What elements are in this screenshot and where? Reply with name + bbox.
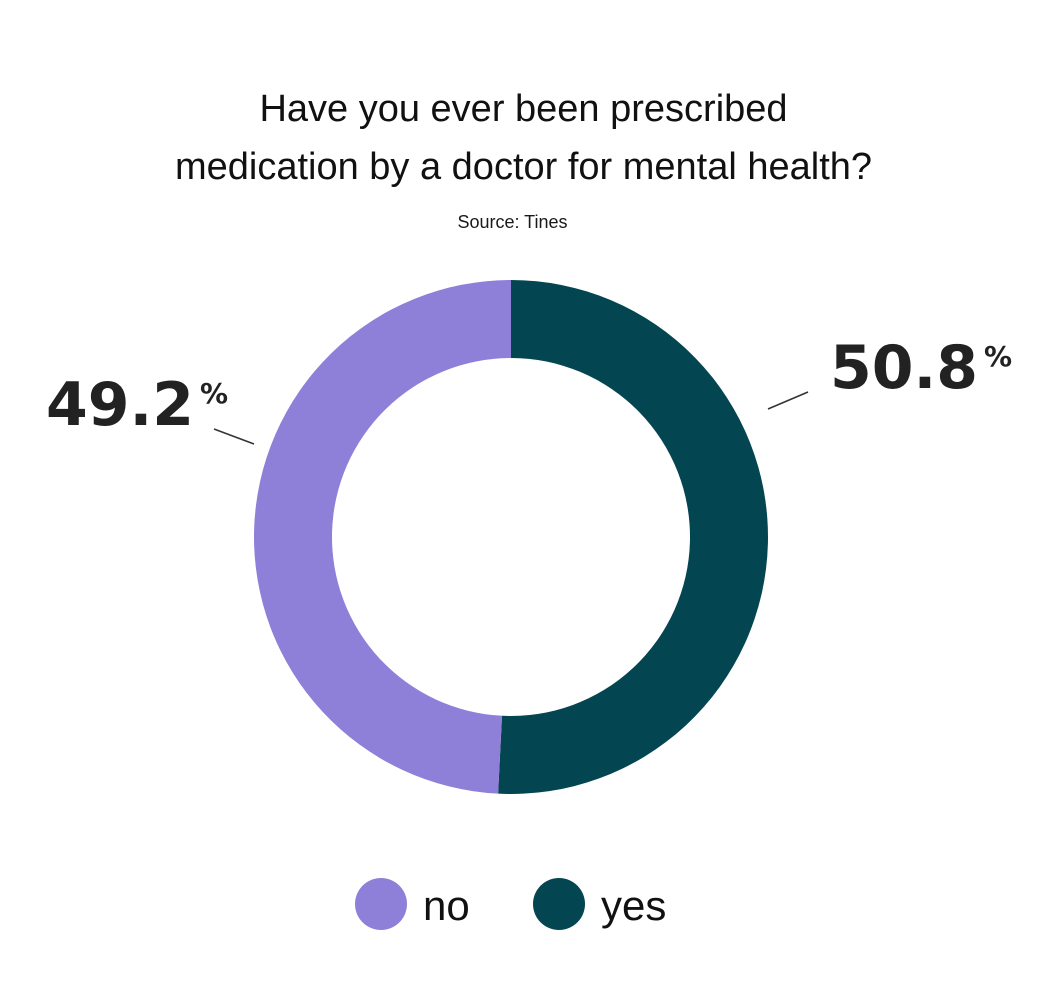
legend-label-yes: yes bbox=[601, 882, 667, 929]
unit-label-no: % bbox=[200, 377, 228, 410]
legend-swatch-no bbox=[355, 878, 407, 930]
chart-title-line-1: Have you ever been prescribed bbox=[259, 88, 788, 130]
value-label-yes: 50.8 bbox=[830, 333, 978, 403]
legend-swatch-yes bbox=[533, 878, 585, 930]
donut-chart: 50.8 %49.2% bbox=[46, 280, 1012, 795]
chart-source: Source: Tines bbox=[457, 212, 568, 232]
legend-item-yes: yes bbox=[533, 878, 666, 930]
value-label-no: 49.2 bbox=[46, 370, 194, 440]
legend-item-no: no bbox=[355, 878, 470, 930]
leader-line-yes bbox=[767, 391, 809, 410]
legend-label-no: no bbox=[423, 882, 470, 929]
leader-line-no bbox=[213, 428, 255, 445]
unit-label-yes: % bbox=[984, 340, 1012, 373]
chart-title: Have you ever been prescribed medication… bbox=[0, 80, 1047, 196]
chart-title-line-2: medication by a doctor for mental health… bbox=[174, 146, 873, 188]
slice-yes bbox=[498, 280, 769, 795]
legend: no yes bbox=[0, 878, 1047, 934]
slice-no bbox=[254, 280, 511, 794]
